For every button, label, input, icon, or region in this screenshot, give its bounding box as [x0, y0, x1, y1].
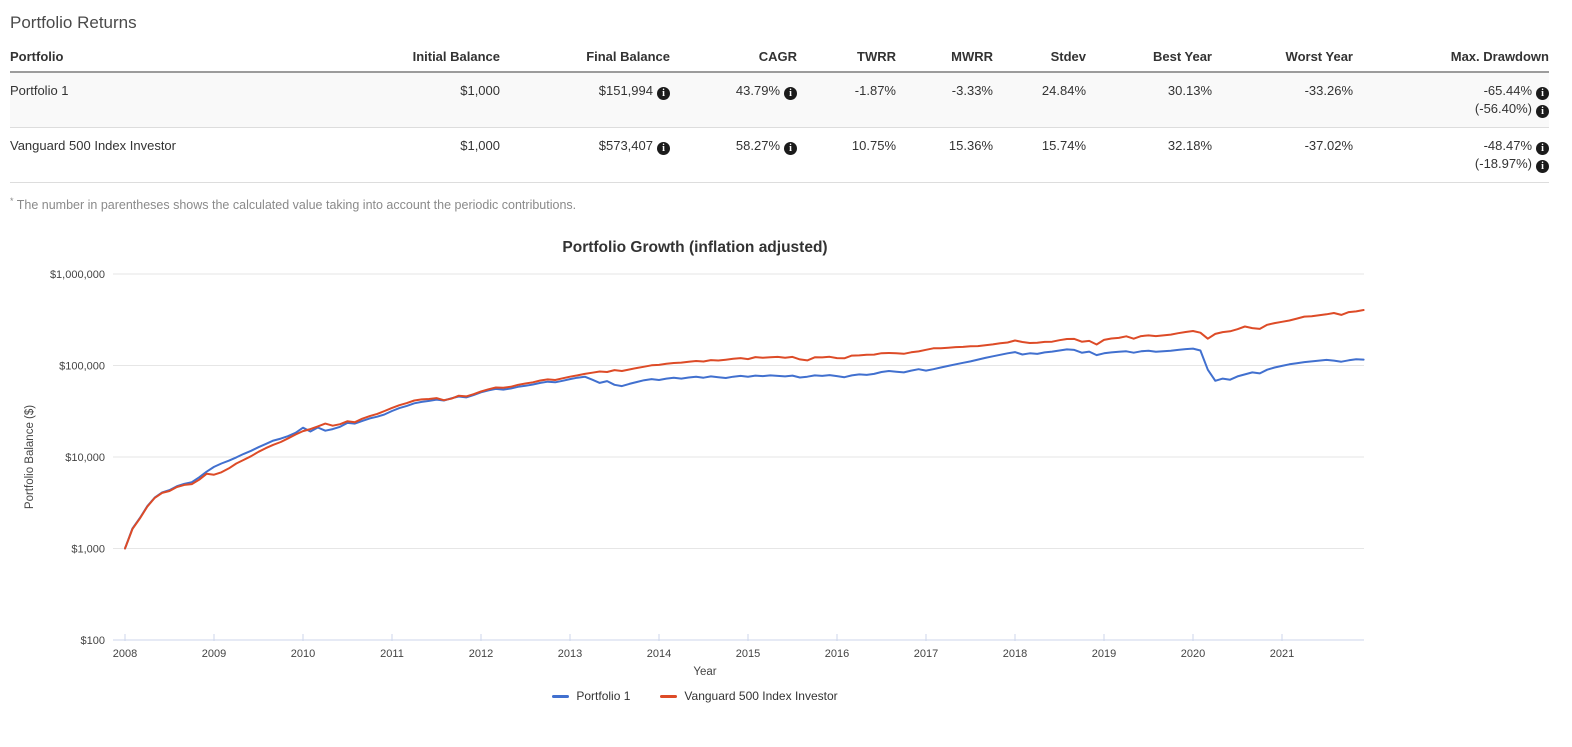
portfolio-growth-chart[interactable]: $1,000,000 $100,000 $10,000 $1,000 $100 2008 2…: [0, 259, 1572, 679]
y-tick-label: $1,000: [71, 544, 105, 556]
worst-year-value: -37.02%: [1304, 138, 1353, 153]
initial-balance-value: $1,000: [460, 138, 500, 153]
twrr-value: -1.87%: [854, 83, 896, 98]
x-tick-label: 2019: [1092, 648, 1116, 660]
column-header-initial-balance: Initial Balance: [350, 44, 500, 73]
x-tick-label: 2011: [380, 648, 404, 660]
page-title: Portfolio Returns: [10, 13, 137, 32]
info-icon[interactable]: i: [657, 87, 670, 100]
column-header-twrr: TWRR: [797, 44, 896, 73]
column-header-portfolio: Portfolio: [10, 44, 350, 73]
cagr-value: 43.79% i: [670, 72, 797, 128]
twrr-value: 10.75%: [851, 138, 896, 153]
legend-label: Portfolio 1: [576, 689, 631, 704]
column-header-best-year: Best Year: [1086, 44, 1212, 73]
footnote-marker: *: [10, 196, 14, 206]
x-tick-label: 2015: [736, 648, 760, 660]
mwrr-value: 15.36%: [948, 138, 993, 153]
chart-legend: Portfolio 1 Vanguard 500 Index Investor: [0, 689, 1390, 703]
best-year-value: 32.18%: [1167, 138, 1212, 153]
column-header-mwrr: MWRR: [896, 44, 993, 73]
column-header-cagr: CAGR: [670, 44, 797, 73]
worst-year-value: -33.26%: [1304, 83, 1353, 98]
x-tick-label: 2014: [647, 648, 671, 660]
x-tick-label: 2010: [291, 648, 315, 660]
stdev-value: 24.84%: [1041, 83, 1086, 98]
initial-balance-value: $1,000: [460, 83, 500, 98]
x-tick-label: 2020: [1181, 648, 1205, 660]
stdev-value: 15.74%: [1041, 138, 1086, 153]
info-icon[interactable]: i: [784, 142, 797, 155]
legend-item-portfolio-1[interactable]: Portfolio 1: [552, 689, 630, 703]
series-line-portfolio-1[interactable]: [124, 347, 1365, 550]
max-drawdown-value: -65.44% i (-56.40%) i: [1353, 72, 1549, 128]
info-icon[interactable]: i: [1536, 160, 1549, 173]
x-tick-label: 2012: [469, 648, 493, 660]
info-icon[interactable]: i: [657, 142, 670, 155]
legend-item-vanguard-500[interactable]: Vanguard 500 Index Investor: [660, 689, 838, 704]
y-tick-label: $100,000: [59, 361, 105, 373]
x-tick-label: 2016: [825, 648, 849, 660]
info-icon[interactable]: i: [1536, 87, 1549, 100]
info-icon[interactable]: i: [1536, 142, 1549, 155]
column-header-stdev: Stdev: [993, 44, 1086, 73]
final-balance-value: $151,994 i: [500, 72, 670, 128]
table-row-portfolio-1: Portfolio 1 $1,000 $151,994 i 43.79% i -1.…: [10, 72, 1549, 128]
x-axis-title: Year: [693, 666, 716, 678]
y-tick-label: $100: [81, 635, 105, 647]
legend-line-swatch: [660, 694, 678, 698]
x-tick-label: 2017: [914, 648, 938, 660]
legend-label: Vanguard 500 Index Investor: [684, 689, 838, 704]
cagr-value: 58.27% i: [670, 128, 797, 183]
table-footnote: * The number in parentheses shows the ca…: [10, 196, 577, 213]
table-row-vanguard-500: Vanguard 500 Index Investor $1,000 $573,…: [10, 128, 1549, 183]
x-tick-label: 2021: [1270, 648, 1294, 660]
portfolio-name: Vanguard 500 Index Investor: [10, 138, 176, 153]
legend-line-swatch: [552, 694, 570, 698]
y-axis-title: Portfolio Balance ($): [24, 405, 36, 509]
column-header-max-drawdown: Max. Drawdown: [1353, 44, 1549, 73]
series-line-vanguard-500-index-investor[interactable]: [124, 309, 1365, 550]
y-tick-label: $10,000: [65, 452, 105, 464]
table-header-row: Portfolio Initial Balance Final Balance …: [10, 44, 1549, 73]
final-balance-value: $573,407 i: [500, 128, 670, 183]
info-icon[interactable]: i: [1536, 105, 1549, 118]
x-tick-label: 2013: [558, 648, 582, 660]
best-year-value: 30.13%: [1167, 83, 1212, 98]
x-tick-label: 2008: [113, 648, 137, 660]
y-tick-label: $1,000,000: [50, 269, 105, 281]
info-icon[interactable]: i: [784, 87, 797, 100]
x-tick-label: 2009: [202, 648, 226, 660]
portfolio-returns-table: Portfolio Initial Balance Final Balance …: [10, 44, 1549, 183]
column-header-final-balance: Final Balance: [500, 44, 670, 73]
portfolio-name: Portfolio 1: [10, 83, 69, 98]
x-tick-label: 2018: [1003, 648, 1027, 660]
chart-title: Portfolio Growth (inflation adjusted): [562, 239, 828, 257]
column-header-worst-year: Worst Year: [1212, 44, 1353, 73]
mwrr-value: -3.33%: [951, 83, 993, 98]
max-drawdown-value: -48.47% i (-18.97%) i: [1353, 128, 1549, 183]
